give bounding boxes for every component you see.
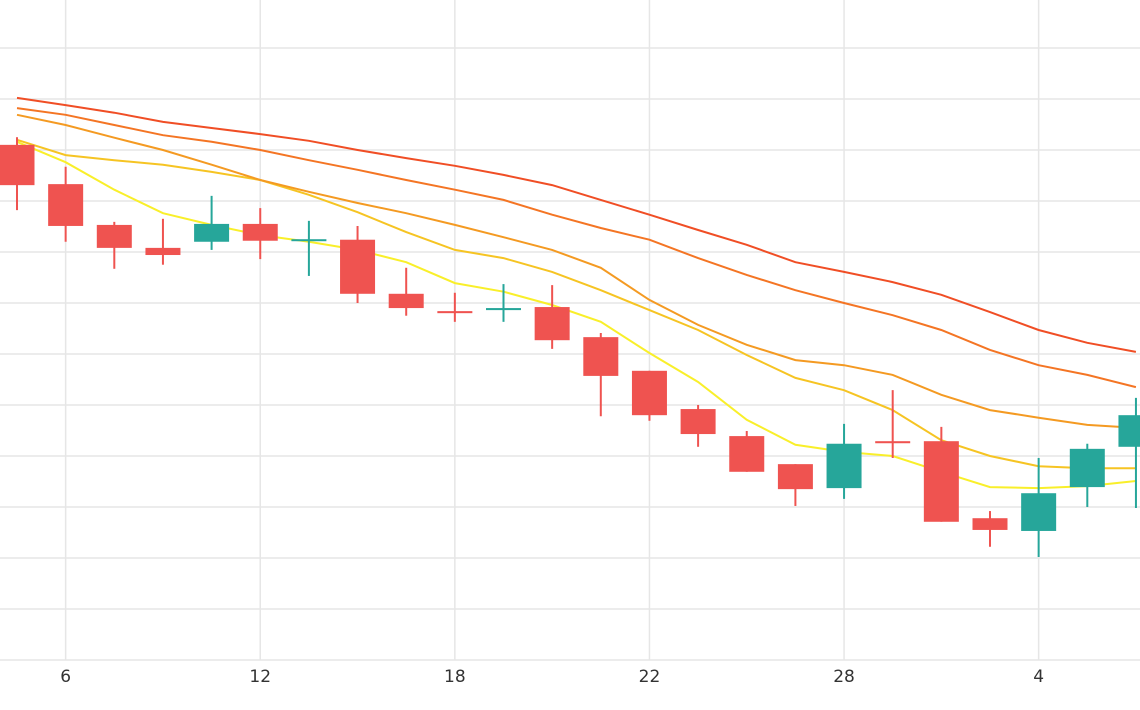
candle-body xyxy=(437,311,473,314)
moving-average-line xyxy=(16,96,1137,353)
candle-body xyxy=(1118,415,1140,447)
x-tick-label: 12 xyxy=(249,667,271,687)
candle-body xyxy=(1069,448,1105,488)
x-tick-label: 28 xyxy=(833,667,855,687)
candle-body xyxy=(48,184,84,226)
moving-average-line xyxy=(16,113,1136,429)
candle-body xyxy=(583,337,619,376)
candle-body xyxy=(0,144,35,186)
candle-body xyxy=(972,518,1008,530)
moving-average-line xyxy=(16,107,1137,389)
candle-body xyxy=(96,224,132,248)
x-tick-label: 6 xyxy=(60,667,71,687)
candle-body xyxy=(923,441,959,522)
x-tick-label: 22 xyxy=(639,667,661,687)
candle-body xyxy=(486,308,521,311)
candle-body xyxy=(291,239,327,242)
x-tick-label: 18 xyxy=(444,667,466,687)
candle-body xyxy=(194,223,230,242)
candle-body xyxy=(534,307,570,341)
candle-body xyxy=(1021,493,1057,531)
candle-body xyxy=(729,436,765,472)
candle-body xyxy=(340,239,376,294)
moving-average-line xyxy=(16,140,1137,490)
x-tick-label: 4 xyxy=(1033,667,1044,687)
candle-body xyxy=(777,464,813,490)
candle-body xyxy=(680,409,716,435)
candle-body xyxy=(875,441,911,444)
candle-body xyxy=(631,370,667,416)
candle-body xyxy=(388,293,424,309)
candle-body xyxy=(145,247,181,256)
candle-body xyxy=(826,443,862,489)
candle-body xyxy=(242,223,278,241)
